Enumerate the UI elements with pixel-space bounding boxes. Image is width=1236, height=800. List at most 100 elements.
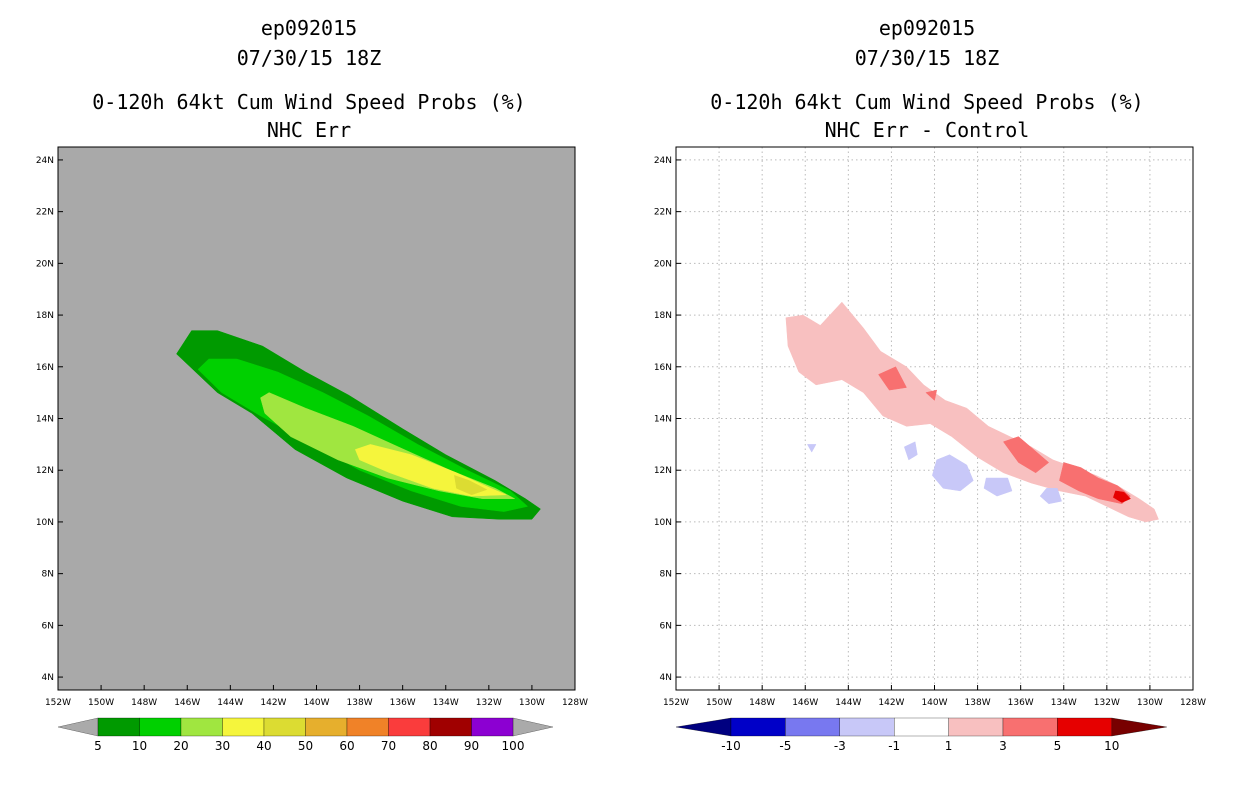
x-tick-label: 150W [88,698,114,708]
colorbar-label: 90 [464,739,479,753]
colorbar-swatch [894,717,949,737]
colorbar-label: -1 [888,739,900,753]
colorbar-swatch [471,717,514,737]
contour-level-neg3 [932,454,974,492]
x-tick-label: 148W [131,698,157,708]
colorbar-swatch [839,717,895,737]
x-tick-label: 146W [174,698,200,708]
colorbar-over-arrow [1111,717,1167,737]
colorbar-label: 50 [298,739,313,753]
x-tick-label: 142W [878,698,904,708]
colorbar-swatch [388,717,431,737]
x-tick-label: 150W [706,698,732,708]
y-tick-label: 14N [654,415,672,425]
colorbar-label: 10 [132,739,147,753]
colorbar-label: 5 [94,739,102,753]
right-date-time: 07/30/15 18Z [854,46,1000,70]
colorbar-label: 5 [1054,739,1062,753]
colorbar-label: 60 [339,739,354,753]
y-tick-label: 6N [42,621,54,631]
x-tick-label: 138W [965,698,991,708]
colorbar-swatch [139,717,182,737]
x-tick-label: 134W [433,698,459,708]
y-tick-label: 8N [660,570,672,580]
contour-level-3 [925,389,937,401]
y-tick-label: 20N [36,259,54,269]
x-tick-label: 132W [476,698,502,708]
x-tick-label: 136W [1008,698,1034,708]
colorbar-swatch [785,717,840,737]
x-tick-label: 128W [1180,698,1206,708]
right-map-panel: ep092015 07/30/15 18Z 0-120h 64kt Cum Wi… [618,0,1236,800]
x-tick-label: 134W [1051,698,1077,708]
y-tick-label: 16N [36,363,54,373]
y-tick-label: 18N [654,311,672,321]
y-tick-label: 8N [42,570,54,580]
y-tick-label: 24N [36,156,54,166]
left-product-title: 0-120h 64kt Cum Wind Speed Probs (%) [92,90,526,114]
colorbar-over-arrow [512,717,554,737]
contour-level-3 [878,366,907,391]
colorbar-swatch [180,717,223,737]
right-storm-id: ep092015 [878,16,976,40]
y-tick-label: 16N [654,363,672,373]
y-tick-label: 22N [654,208,672,218]
left-subtitle: NHC Err [266,118,352,142]
x-tick-label: 128W [562,698,588,708]
colorbar-label: 100 [502,739,525,753]
colorbar-swatch [429,717,472,737]
x-tick-label: 146W [792,698,818,708]
y-tick-label: 6N [660,621,672,631]
colorbar-swatch [263,717,306,737]
x-tick-label: 130W [519,698,545,708]
colorbar-swatch [948,717,1004,737]
x-tick-label: 138W [347,698,373,708]
contour-level-neg3 [807,444,817,453]
y-tick-label: 4N [42,673,54,683]
colorbar-swatch [1002,717,1058,737]
colorbar-swatch [730,717,786,737]
x-tick-label: 144W [217,698,243,708]
x-tick-label: 140W [303,698,329,708]
y-tick-label: 10N [654,518,672,528]
left-date-time: 07/30/15 18Z [236,46,382,70]
colorbar-swatch [346,717,389,737]
contour-level-neg3 [983,477,1013,497]
right-product-title: 0-120h 64kt Cum Wind Speed Probs (%) [710,90,1144,114]
y-tick-label: 4N [660,673,672,683]
left-storm-id: ep092015 [260,16,358,40]
colorbar-label: 10 [1104,739,1119,753]
x-tick-label: 142W [260,698,286,708]
colorbar-label: 40 [256,739,271,753]
contour-level-3 [1003,436,1049,474]
colorbar-label: -5 [779,739,791,753]
colorbar-label: -3 [834,739,846,753]
y-tick-label: 10N [36,518,54,528]
x-tick-label: 148W [749,698,775,708]
x-tick-label: 152W [663,698,689,708]
x-tick-label: 144W [835,698,861,708]
left-probability-map: 152W 150W 148W 146W 144W 142W 140W 138W 136W 134W… [36,146,588,753]
y-tick-label: 12N [36,466,54,476]
colorbar-swatch [1057,717,1112,737]
colorbar-label: 20 [173,739,188,753]
y-tick-label: 18N [36,311,54,321]
colorbar-label: 30 [215,739,230,753]
colorbar-label: 1 [945,739,953,753]
colorbar-swatch [222,717,265,737]
left-map-panel: ep092015 07/30/15 18Z 0-120h 64kt Cum Wi… [36,16,588,753]
x-tick-label: 136W [390,698,416,708]
colorbar-under-arrow [57,717,99,737]
y-tick-label: 20N [654,259,672,269]
y-tick-label: 14N [36,415,54,425]
colorbar-label: 3 [999,739,1007,753]
contour-level-neg3 [904,441,918,461]
colorbar-label: 70 [381,739,396,753]
y-tick-label: 12N [654,466,672,476]
colorbar-label: -10 [721,739,741,753]
colorbar-swatch [305,717,348,737]
x-tick-label: 130W [1137,698,1163,708]
contour-level-5 [1113,490,1131,503]
contour-level-neg3 [1039,488,1062,505]
x-tick-label: 140W [921,698,947,708]
